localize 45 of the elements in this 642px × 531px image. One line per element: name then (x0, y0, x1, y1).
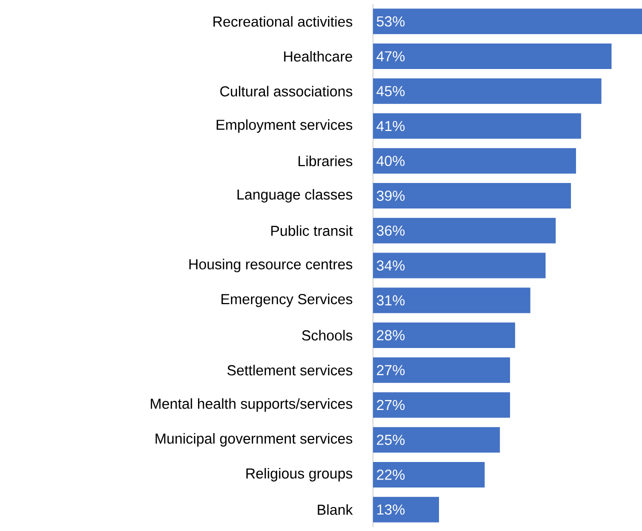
bar (373, 113, 582, 139)
data-label: 13% (377, 504, 405, 515)
data-label: 40% (376, 156, 405, 166)
y-tick-label: Language classes (238, 189, 352, 203)
data-label: 45% (376, 86, 405, 96)
bar (373, 218, 556, 244)
y-tick-label: Cultural associations (220, 86, 352, 96)
bar (373, 78, 602, 104)
data-label: 47% (376, 51, 405, 62)
y-tick-label: Housing resource centres (189, 258, 352, 272)
bar (373, 8, 642, 34)
bar (373, 183, 571, 209)
y-tick-label: Libraries (298, 156, 352, 166)
y-tick-label: Municipal government services (156, 433, 352, 447)
data-label: 22% (376, 470, 405, 480)
bar (373, 462, 485, 488)
bar (373, 357, 510, 383)
bar (373, 44, 612, 70)
y-tick-label: Public transit (271, 225, 353, 236)
y-tick-label: Emergency Services (222, 294, 352, 308)
data-label: 41% (376, 120, 405, 132)
y-tick-label: Healthcare (284, 50, 352, 62)
y-tick-label: Employment services (216, 119, 352, 133)
y-tick-label: Religious groups (246, 468, 352, 482)
data-label: 39% (376, 190, 405, 201)
data-label: 25% (376, 434, 405, 445)
data-label: 27% (376, 365, 405, 376)
bar (373, 392, 510, 418)
data-label: 27% (376, 400, 405, 410)
bar (373, 288, 530, 314)
y-tick-label: Schools (302, 330, 352, 341)
data-label: 31% (376, 295, 405, 306)
y-tick-label: Recreational activities (213, 16, 352, 27)
data-label: 28% (376, 330, 405, 340)
data-label: 36% (376, 226, 405, 236)
y-tick-label: Blank (318, 504, 353, 515)
bar (373, 496, 439, 522)
bar (373, 252, 546, 278)
data-label: 53% (376, 16, 405, 27)
bar (373, 427, 500, 453)
data-label: 34% (376, 260, 405, 271)
bar (373, 148, 576, 174)
y-tick-label: Settlement services (227, 364, 352, 376)
y-tick-label: Mental health supports/services (150, 398, 352, 412)
bar (373, 322, 516, 348)
